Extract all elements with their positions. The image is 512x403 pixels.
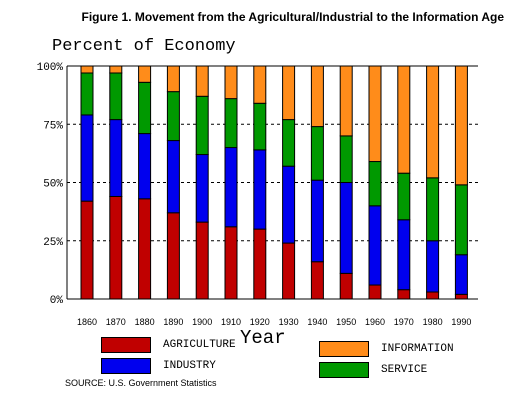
bar-agriculture-1880	[138, 198, 152, 300]
legend-label-industry: INDUSTRY	[163, 360, 216, 372]
x-tick-label: 1970	[394, 317, 414, 327]
legend-swatch-information	[319, 341, 369, 357]
bar-service-1980	[426, 177, 440, 242]
bar-industry-1970	[397, 219, 411, 291]
bar-service-1950	[339, 135, 353, 183]
bar-agriculture-1970	[397, 289, 411, 300]
bar-information-1910	[224, 65, 238, 100]
x-tick-label: 1890	[163, 317, 183, 327]
x-tick-label: 1910	[221, 317, 241, 327]
legend-swatch-agriculture	[101, 337, 151, 353]
x-tick-label: 1950	[336, 317, 356, 327]
bar-agriculture-1950	[339, 272, 353, 300]
bar-industry-1950	[339, 182, 353, 274]
bar-agriculture-1920	[253, 228, 267, 300]
y-tick-label: 75%	[43, 120, 63, 132]
legend-label-service: SERVICE	[381, 364, 428, 376]
y-tick-label: 50%	[43, 179, 63, 191]
bar-service-1970	[397, 172, 411, 221]
bar-service-1960	[368, 161, 382, 207]
gridlines	[67, 65, 478, 242]
bar-information-1870	[109, 65, 123, 74]
source-note: SOURCE: U.S. Government Statistics	[65, 378, 217, 388]
chart-title: Figure 1. Movement from the Agricultural…	[81, 10, 504, 24]
bar-industry-1930	[282, 165, 296, 244]
x-tick-label: 1920	[250, 317, 270, 327]
y-tick-label: 25%	[43, 237, 63, 249]
x-tick-label: 1870	[106, 317, 126, 327]
bar-industry-1860	[80, 114, 94, 202]
bar-information-1990	[454, 65, 468, 186]
legend-swatch-industry	[101, 358, 151, 374]
y-tick-label: 100%	[37, 62, 64, 74]
bar-information-1930	[282, 65, 296, 121]
legend-label-agriculture: AGRICULTURE	[163, 339, 236, 351]
y-tick-label: 0%	[50, 295, 64, 307]
x-tick-label: 1960	[365, 317, 385, 327]
legend-swatch-service	[319, 362, 369, 378]
bar-industry-1920	[253, 149, 267, 230]
bar-information-1890	[166, 65, 180, 93]
bar-industry-1890	[166, 140, 180, 214]
bar-industry-1870	[109, 119, 123, 197]
x-tick-label: 1980	[423, 317, 443, 327]
bar-service-1990	[454, 184, 468, 256]
y-axis-label: Percent of Economy	[52, 37, 236, 56]
bar-information-1920	[253, 65, 267, 104]
bar-agriculture-1940	[310, 261, 324, 300]
bar-service-1910	[224, 98, 238, 149]
x-axis-label: Year	[240, 327, 286, 349]
tick-labels: 0% 25% 50% 75% 100% 1860 1870 1880 1890 1900 1910 1…	[37, 62, 472, 327]
bar-service-1890	[166, 91, 180, 142]
bar-information-1980	[426, 65, 440, 179]
bar-information-1970	[397, 65, 411, 174]
x-tick-label: 1990	[451, 317, 471, 327]
bar-information-1860	[80, 65, 94, 74]
x-tick-label: 1900	[192, 317, 212, 327]
bar-information-1880	[138, 65, 152, 83]
bar-agriculture-1910	[224, 226, 238, 300]
bar-industry-1960	[368, 205, 382, 286]
bar-service-1870	[109, 72, 123, 121]
bar-service-1900	[195, 95, 209, 156]
bar-agriculture-1990	[454, 293, 468, 300]
bar-industry-1880	[138, 133, 152, 200]
bar-information-1960	[368, 65, 382, 163]
bar-information-1950	[339, 65, 353, 137]
bar-information-1900	[195, 65, 209, 97]
x-tick-label: 1860	[77, 317, 97, 327]
bar-service-1860	[80, 72, 94, 116]
bar-agriculture-1900	[195, 221, 209, 300]
bar-information-1940	[310, 65, 324, 128]
legend-label-information: INFORMATION	[381, 343, 454, 355]
bar-industry-1900	[195, 154, 209, 223]
x-tick-label: 1930	[279, 317, 299, 327]
bar-service-1930	[282, 119, 296, 167]
x-tick-label: 1880	[135, 317, 155, 327]
bar-agriculture-1980	[426, 291, 440, 300]
bar-industry-1910	[224, 147, 238, 228]
bar-agriculture-1890	[166, 212, 180, 300]
bar-industry-1980	[426, 240, 440, 293]
bars	[80, 65, 468, 300]
bar-service-1880	[138, 81, 152, 135]
bar-agriculture-1870	[109, 195, 123, 300]
x-tick-label: 1940	[307, 317, 327, 327]
bar-industry-1990	[454, 254, 468, 295]
bar-agriculture-1960	[368, 284, 382, 300]
bar-service-1920	[253, 102, 267, 151]
bar-service-1940	[310, 126, 324, 181]
bar-industry-1940	[310, 179, 324, 263]
bar-agriculture-1930	[282, 242, 296, 300]
bar-agriculture-1860	[80, 200, 94, 300]
